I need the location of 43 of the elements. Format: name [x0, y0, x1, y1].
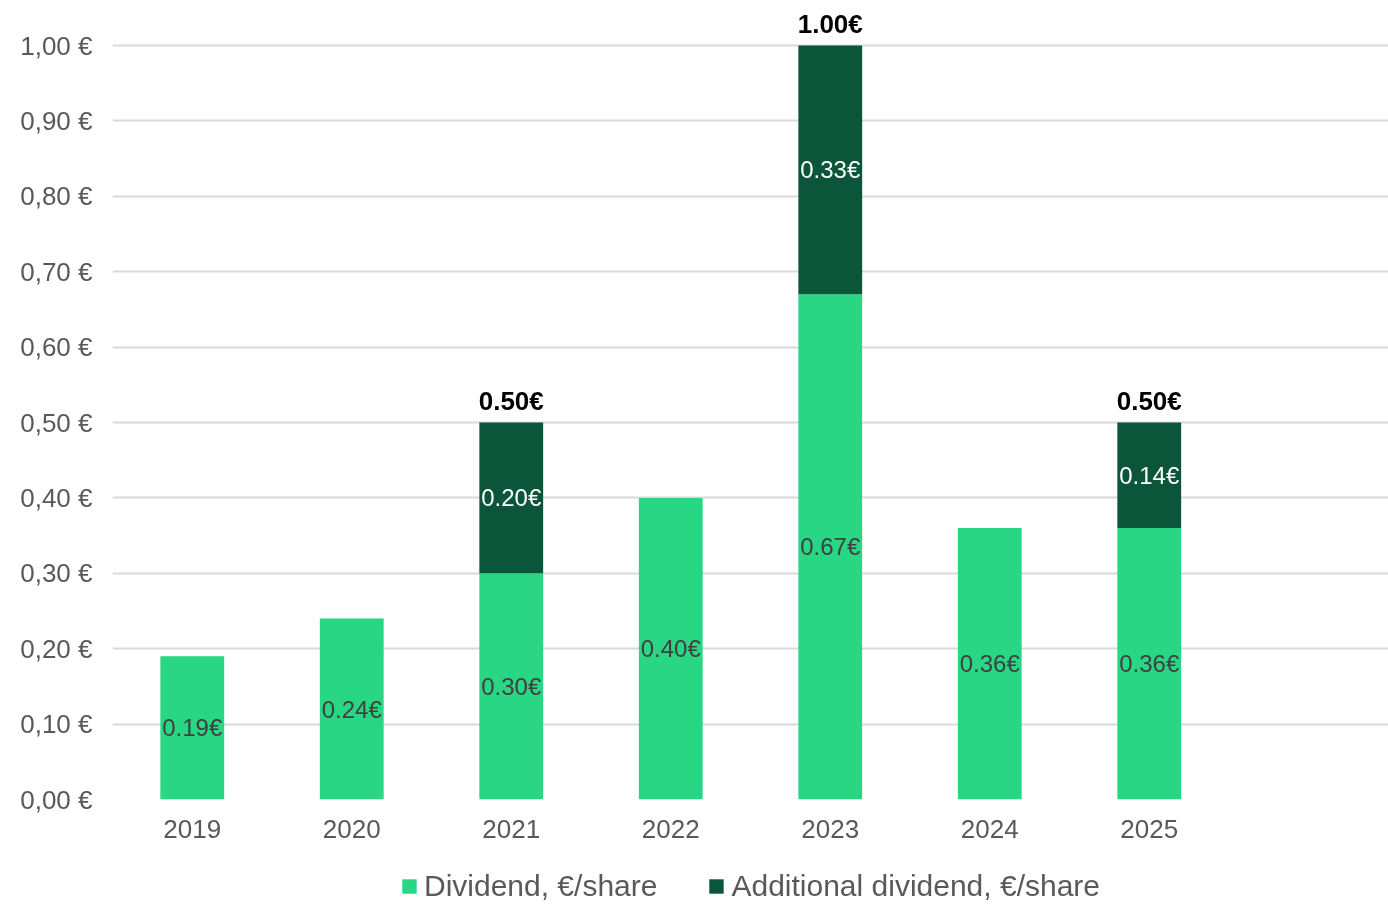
- data-label: 0.24€: [321, 695, 383, 723]
- data-label: 0.20€: [481, 484, 542, 512]
- y-tick-label: 0,20 €: [20, 633, 94, 664]
- data-label: 0.67€: [800, 533, 861, 561]
- total-label: 0.50€: [478, 385, 544, 416]
- y-tick-label: 0,10 €: [20, 709, 94, 740]
- bar: [479, 573, 544, 800]
- bar: [798, 45, 863, 295]
- bar: [160, 656, 225, 800]
- y-tick-label: 0,70 €: [20, 256, 94, 287]
- total-label: 1.00€: [797, 8, 863, 39]
- bar: [957, 528, 1022, 800]
- bar: [479, 422, 544, 574]
- bar: [1117, 422, 1182, 529]
- x-tick-label: 2024: [960, 813, 1019, 844]
- bar: [1117, 528, 1182, 800]
- y-tick-label: 0,80 €: [20, 181, 94, 212]
- x-tick-label: 2025: [1120, 813, 1179, 844]
- y-tick-label: 0,40 €: [20, 482, 94, 513]
- data-label: 0.36€: [959, 650, 1021, 678]
- data-label: 0.14€: [1119, 461, 1180, 489]
- x-tick-label: 2023: [801, 813, 860, 844]
- y-tick-label: 0,30 €: [20, 558, 94, 589]
- x-tick-label: 2022: [641, 813, 700, 844]
- data-label: 0.36€: [1119, 650, 1180, 678]
- data-label: 0.33€: [800, 156, 861, 184]
- bar: [638, 497, 703, 800]
- legend-label: Dividend, €/share: [423, 868, 658, 904]
- y-tick-label: 0,00 €: [20, 784, 94, 815]
- y-tick-label: 0,50 €: [20, 407, 94, 438]
- data-label: 0.30€: [481, 672, 542, 700]
- y-tick-label: 1,00 €: [20, 30, 94, 61]
- legend-label: Additional dividend, €/share: [731, 868, 1101, 904]
- x-tick-label: 2020: [322, 813, 381, 844]
- total-label: 0.50€: [1116, 385, 1182, 416]
- data-label: 0.19€: [162, 714, 223, 742]
- y-tick-label: 0,60 €: [20, 332, 94, 363]
- bar: [798, 294, 863, 800]
- x-tick-label: 2021: [482, 813, 541, 844]
- x-tick-label: 2019: [163, 813, 222, 844]
- bar: [319, 618, 384, 800]
- y-tick-label: 0,90 €: [20, 105, 94, 136]
- data-label: 0.40€: [640, 635, 702, 663]
